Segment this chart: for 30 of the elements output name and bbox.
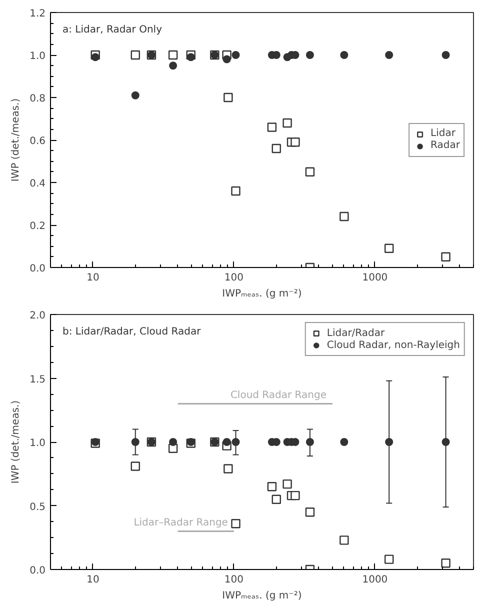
y-tick-label: 0.0 — [30, 264, 46, 274]
x-tick-label: 1000 — [362, 272, 388, 284]
y-tick-label: 0.2 — [30, 221, 46, 232]
series-label: Lidar–Radar Range — [134, 517, 228, 528]
x-tick-label: 100 — [224, 272, 244, 284]
y-tick-label: 0.8 — [30, 94, 46, 104]
y-tick-label: 0.6 — [30, 136, 46, 147]
text: a: Lidar, Radar Only — [62, 24, 162, 36]
x-tick-label: 10 — [86, 272, 100, 284]
text: b: Lidar/Radar, Cloud Radar — [62, 326, 202, 338]
y-tick-label: 0.4 — [30, 178, 46, 190]
x-axis-title: IWPₘₑₐₛ. (g m⁻²) — [222, 288, 302, 300]
legend-label: Lidar — [430, 128, 456, 140]
legend-label: Radar — [430, 140, 460, 152]
y-tick-label: 1.2 — [30, 8, 46, 20]
series-label: Cloud Radar Range — [230, 390, 327, 401]
y-axis-title: IWP (det./meas.) — [10, 400, 22, 484]
legend-label: Lidar/Radar — [326, 327, 385, 339]
y-tick-label: 0.5 — [30, 502, 46, 513]
y-axis-title: IWP (det./meas.) — [10, 98, 22, 182]
legend-label: Cloud Radar, non-Rayleigh — [326, 339, 460, 351]
y-tick-label: 1.5 — [30, 374, 46, 386]
y-tick-label: 1.0 — [30, 438, 46, 449]
x-tick-label: 100 — [224, 574, 244, 586]
x-axis-title: IWPₘₑₐₛ. (g m⁻²) — [222, 590, 302, 602]
y-tick-label: 1.0 — [30, 51, 46, 62]
x-tick-label: 10 — [86, 574, 100, 586]
y-tick-label: 2.0 — [30, 310, 46, 322]
x-tick-label: 1000 — [362, 574, 388, 586]
y-tick-label: 0.0 — [30, 566, 46, 576]
